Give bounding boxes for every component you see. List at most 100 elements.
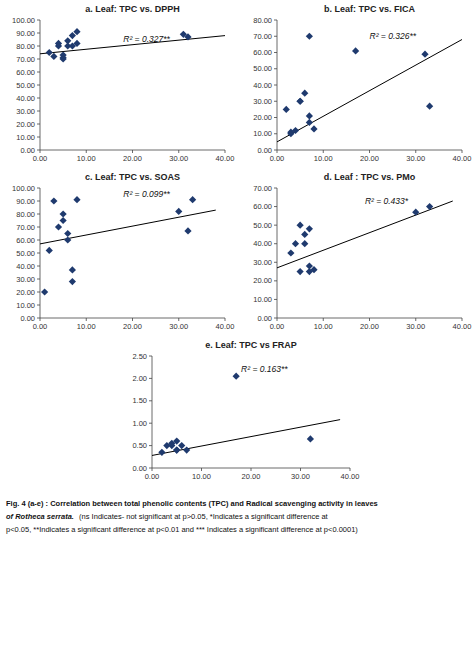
y-tick-label: 30.00 bbox=[16, 107, 35, 116]
point bbox=[175, 208, 182, 215]
background bbox=[0, 0, 474, 657]
y-tick bbox=[149, 378, 152, 379]
point bbox=[158, 449, 165, 456]
point bbox=[64, 230, 71, 237]
x-tick-label: 40.00 bbox=[216, 322, 235, 331]
point bbox=[297, 98, 304, 105]
point bbox=[306, 33, 313, 40]
y-tick-label: 10.00 bbox=[253, 295, 272, 304]
point bbox=[233, 373, 240, 380]
x-tick bbox=[225, 150, 226, 153]
y-tick bbox=[274, 280, 277, 281]
y-tick bbox=[274, 133, 277, 134]
x-tick-label: 10.00 bbox=[77, 322, 96, 331]
y-tick-label: 20.00 bbox=[253, 113, 272, 122]
x-tick bbox=[86, 318, 87, 321]
y-tick bbox=[149, 400, 152, 401]
point bbox=[307, 435, 314, 442]
point bbox=[50, 53, 57, 60]
y-tick-label: 80.00 bbox=[253, 16, 272, 25]
y-tick bbox=[274, 20, 277, 21]
y-tick-label: 60.00 bbox=[16, 68, 35, 77]
y-tick-label: 40.00 bbox=[253, 239, 272, 248]
x-tick-label: 30.00 bbox=[169, 154, 188, 163]
x-tick bbox=[415, 150, 416, 153]
point bbox=[178, 442, 185, 449]
x-tick-label: 10.00 bbox=[314, 154, 333, 163]
y-tick bbox=[37, 124, 40, 125]
x-tick bbox=[350, 468, 351, 471]
point bbox=[69, 266, 76, 273]
y-tick bbox=[149, 468, 152, 469]
panel: a. Leaf: TPC vs. DPPH0.0010.0020.0030.00… bbox=[12, 4, 234, 163]
caption-line: p<0.05, **Indicates a significant differ… bbox=[6, 525, 358, 534]
annotation: R² = 0.163** bbox=[241, 364, 288, 374]
x-tick-label: 10.00 bbox=[314, 322, 333, 331]
y-tick-label: 2.50 bbox=[132, 352, 147, 361]
y-tick bbox=[37, 305, 40, 306]
caption-line: Fig. 4 (a-e) : Correlation between total… bbox=[6, 499, 378, 508]
x-tick-label: 0.00 bbox=[270, 154, 285, 163]
y-tick bbox=[274, 318, 277, 319]
y-tick-label: 10.00 bbox=[16, 133, 35, 142]
y-tick-label: 0.00 bbox=[132, 464, 147, 473]
y-tick-label: 60.00 bbox=[253, 202, 272, 211]
y-tick-label: 10.00 bbox=[16, 301, 35, 310]
annotation: R² = 0.326** bbox=[370, 31, 417, 41]
y-tick-label: 0.00 bbox=[20, 146, 35, 155]
x-tick bbox=[277, 150, 278, 153]
point bbox=[297, 222, 304, 229]
point bbox=[50, 197, 57, 204]
x-tick-label: 40.00 bbox=[216, 154, 235, 163]
y-tick-label: 100.00 bbox=[12, 16, 35, 25]
point bbox=[292, 240, 299, 247]
x-tick bbox=[462, 150, 463, 153]
y-tick bbox=[149, 445, 152, 446]
y-tick bbox=[149, 356, 152, 357]
x-tick-label: 20.00 bbox=[360, 322, 379, 331]
y-tick bbox=[37, 266, 40, 267]
point bbox=[426, 203, 433, 210]
x-tick bbox=[415, 318, 416, 321]
point bbox=[64, 37, 71, 44]
point bbox=[421, 51, 428, 58]
point bbox=[184, 227, 191, 234]
x-tick bbox=[300, 468, 301, 471]
x-tick-label: 40.00 bbox=[341, 472, 360, 481]
title: e. Leaf: TPC vs FRAP bbox=[205, 340, 297, 350]
point bbox=[73, 28, 80, 35]
panel: d. Leaf : TPC vs. PMo0.0010.0020.0030.00… bbox=[253, 172, 471, 331]
panel: c. Leaf: TPC vs. SOAS0.0010.0020.0030.00… bbox=[12, 172, 234, 331]
caption: Fig. 4 (a-e) : Correlation between total… bbox=[6, 499, 378, 534]
point bbox=[306, 225, 313, 232]
x-tick-label: 0.00 bbox=[33, 154, 48, 163]
plot-area bbox=[40, 28, 225, 63]
y-tick-label: 1.50 bbox=[132, 396, 147, 405]
point bbox=[301, 231, 308, 238]
panel: e. Leaf: TPC vs FRAP0.0010.0020.0030.004… bbox=[132, 340, 359, 481]
point bbox=[306, 119, 313, 126]
x-tick-label: 40.00 bbox=[453, 154, 472, 163]
x-tick-label: 30.00 bbox=[406, 322, 425, 331]
point bbox=[60, 210, 67, 217]
y-tick bbox=[274, 68, 277, 69]
x-tick bbox=[323, 318, 324, 321]
y-tick bbox=[37, 214, 40, 215]
x-tick bbox=[152, 468, 153, 471]
y-tick-label: 80.00 bbox=[16, 42, 35, 51]
y-tick bbox=[37, 85, 40, 86]
point bbox=[426, 103, 433, 110]
y-tick-label: 100.00 bbox=[12, 184, 35, 193]
y-tick bbox=[37, 292, 40, 293]
y-tick-label: 40.00 bbox=[16, 262, 35, 271]
point bbox=[189, 196, 196, 203]
point bbox=[64, 236, 71, 243]
annotation: R² = 0.327** bbox=[123, 34, 170, 44]
fit-line bbox=[277, 201, 453, 268]
y-tick bbox=[274, 243, 277, 244]
x-tick-label: 40.00 bbox=[453, 322, 472, 331]
title: c. Leaf: TPC vs. SOAS bbox=[85, 172, 180, 182]
point bbox=[301, 90, 308, 97]
point bbox=[283, 106, 290, 113]
y-tick bbox=[37, 150, 40, 151]
